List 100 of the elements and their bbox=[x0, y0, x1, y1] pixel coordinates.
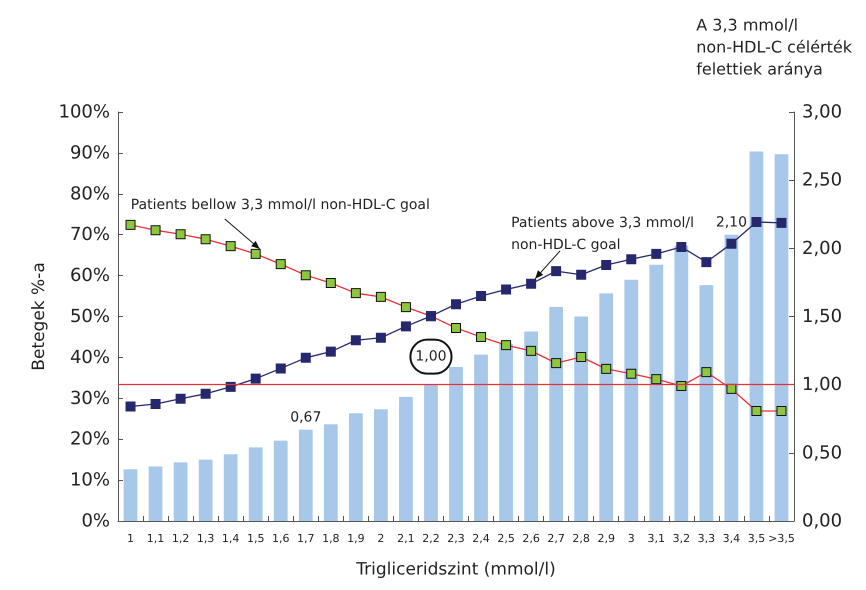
point bbox=[551, 266, 562, 276]
point bbox=[501, 284, 512, 295]
x-tick-label: >3,5 bbox=[768, 532, 795, 545]
point bbox=[451, 299, 461, 310]
bar bbox=[348, 413, 363, 521]
point bbox=[150, 399, 161, 410]
point bbox=[676, 242, 686, 252]
y-tick-label: 50% bbox=[70, 306, 110, 327]
point bbox=[326, 346, 336, 357]
x-tick-label: 2,2 bbox=[422, 532, 440, 545]
point bbox=[601, 260, 612, 270]
point bbox=[626, 254, 636, 264]
bar bbox=[574, 316, 588, 521]
y2-tick-label: 1,00 bbox=[802, 374, 842, 396]
x-tick-label: 2,5 bbox=[497, 532, 515, 545]
x-tick-label: 3,1 bbox=[648, 532, 666, 545]
point bbox=[476, 291, 486, 302]
point bbox=[776, 218, 786, 228]
y-tick-label: 10% bbox=[70, 470, 110, 491]
bar bbox=[599, 293, 614, 521]
y2-tick-label: 0,50 bbox=[802, 442, 842, 464]
y2-tick-label: 2,00 bbox=[802, 238, 842, 259]
bar bbox=[674, 246, 688, 521]
x-tick-label: 2,9 bbox=[597, 532, 615, 545]
point bbox=[250, 374, 261, 384]
x-tick-label: 1 bbox=[127, 532, 134, 545]
x-tick-label: 3,2 bbox=[672, 532, 690, 545]
data-label: 1,00 bbox=[415, 348, 447, 365]
point bbox=[276, 363, 286, 374]
x-tick-label: 1,6 bbox=[272, 532, 290, 545]
bar bbox=[298, 430, 313, 521]
x-tick-label: 3 bbox=[628, 532, 635, 545]
x-tick-label: 3,3 bbox=[698, 532, 716, 545]
point bbox=[300, 352, 311, 363]
bar bbox=[198, 460, 213, 521]
point bbox=[176, 394, 186, 404]
y-tick-label: 30% bbox=[70, 388, 110, 409]
x-tick-label: 2,7 bbox=[547, 532, 565, 545]
y2-tick-label: 2,50 bbox=[802, 170, 842, 191]
bar bbox=[224, 454, 238, 521]
y-tick-label: 100% bbox=[58, 102, 110, 122]
y2-tick-label: 3,00 bbox=[802, 102, 842, 122]
point bbox=[576, 270, 586, 280]
bar bbox=[424, 384, 438, 521]
bar bbox=[699, 285, 714, 521]
y-tick-label: 90% bbox=[70, 142, 110, 164]
y-axis-title: Betegek %-a bbox=[29, 262, 50, 371]
bar bbox=[624, 280, 638, 521]
x-tick-label: 1,1 bbox=[146, 532, 164, 545]
y-tick-label: 70% bbox=[70, 224, 110, 246]
x-axis-title: Trigliceridszint (mmol/l) bbox=[355, 560, 556, 580]
x-tick-label: 2,4 bbox=[472, 532, 490, 545]
bar bbox=[474, 354, 488, 521]
annotation: Patients above 3,3 mmol/l non-HDL-C goal bbox=[511, 214, 694, 253]
x-tick-label: 1,8 bbox=[322, 532, 340, 545]
x-tick-label: 1,9 bbox=[347, 532, 365, 545]
x-tick-label: 3,4 bbox=[722, 532, 740, 545]
point bbox=[651, 248, 662, 259]
bar bbox=[248, 447, 263, 521]
point bbox=[200, 388, 211, 399]
x-tick-label: 2,1 bbox=[397, 532, 415, 545]
bar bbox=[524, 331, 538, 521]
x-tick-label: 2,6 bbox=[522, 532, 540, 545]
x-tick-label: 1,4 bbox=[222, 532, 240, 545]
data-label: 0,67 bbox=[290, 410, 322, 426]
bar bbox=[499, 344, 513, 521]
bar bbox=[649, 264, 664, 521]
bar bbox=[274, 440, 288, 521]
annotation: Patients bellow 3,3 mmol/l non-HDL-C goal bbox=[130, 196, 430, 213]
y-tick-label: 20% bbox=[70, 428, 110, 450]
x-tick-label: 1,7 bbox=[297, 532, 315, 545]
y2-axis-title: A 3,3 mmol/l non-HDL-C célérték felettiek aránya bbox=[696, 16, 853, 78]
bar bbox=[449, 366, 463, 521]
x-tick-label: 3,5 bbox=[748, 532, 766, 545]
x-tick-label: 1,5 bbox=[246, 532, 264, 545]
bar bbox=[374, 409, 388, 521]
bar bbox=[549, 306, 564, 521]
x-tick-label: 1,3 bbox=[196, 532, 214, 545]
y2-tick-label: 1,50 bbox=[802, 306, 842, 327]
x-tick-label: 1,2 bbox=[172, 532, 190, 545]
bar bbox=[399, 396, 413, 521]
bar bbox=[324, 424, 338, 521]
point bbox=[751, 217, 762, 228]
y-tick-label: 0% bbox=[81, 510, 110, 532]
y2-tick-label: 0,00 bbox=[802, 510, 842, 532]
point bbox=[726, 238, 736, 249]
bar bbox=[774, 154, 788, 521]
point bbox=[126, 401, 136, 412]
x-tick-label: 2,3 bbox=[447, 532, 465, 545]
bar bbox=[174, 462, 188, 521]
bar bbox=[750, 152, 764, 521]
point bbox=[350, 335, 361, 346]
x-tick-label: 2,8 bbox=[572, 532, 590, 545]
point bbox=[701, 257, 712, 268]
point bbox=[376, 332, 386, 343]
x-tick-label: 2 bbox=[377, 532, 384, 545]
y-tick-label: 60% bbox=[70, 265, 110, 286]
bar bbox=[124, 469, 138, 521]
bar bbox=[148, 466, 162, 521]
point bbox=[526, 278, 536, 289]
